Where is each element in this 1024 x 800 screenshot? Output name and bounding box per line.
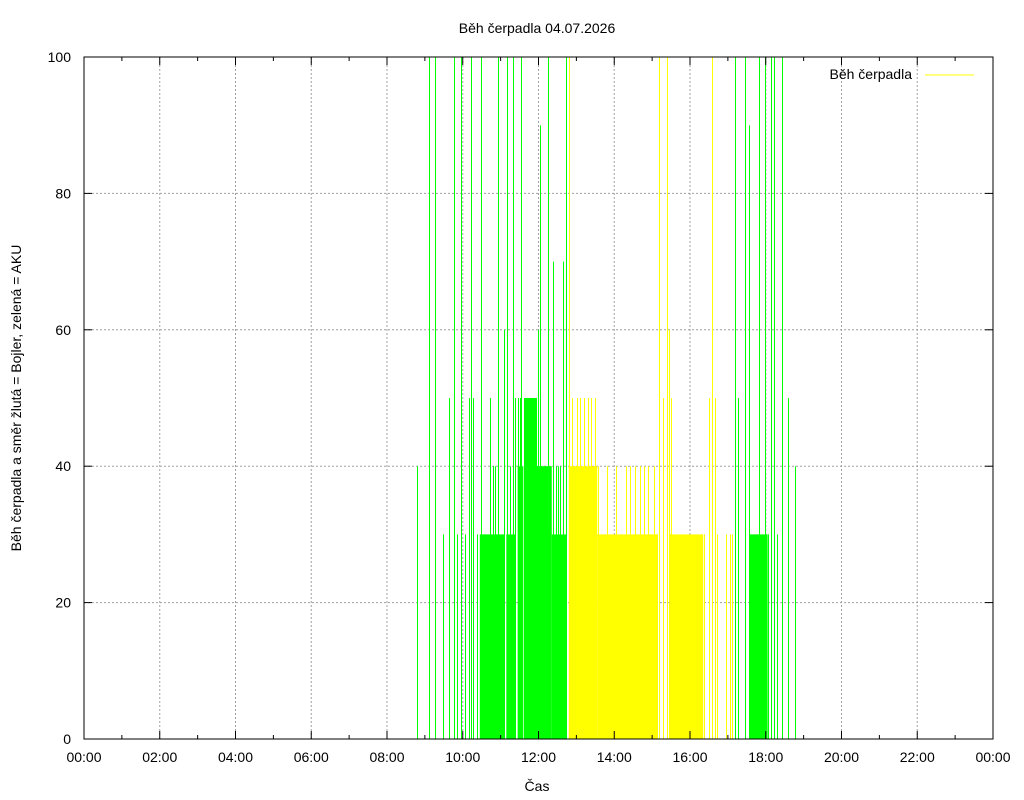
data-span (749, 534, 768, 739)
data-span (479, 534, 505, 739)
legend-label: Běh čerpadla (829, 66, 912, 82)
data-span (551, 534, 567, 739)
x-tick-label: 06:00 (294, 749, 329, 765)
y-tick-label: 20 (55, 595, 71, 611)
legend: Běh čerpadla (829, 66, 974, 82)
y-axis-label: Běh čerpadla a směr žlutá = Bojler, zele… (8, 245, 24, 552)
x-tick-label: 22:00 (900, 749, 935, 765)
x-tick-label: 02:00 (142, 749, 177, 765)
y-tick-label: 60 (55, 322, 71, 338)
data-bars (417, 57, 796, 739)
x-tick-label: 12:00 (521, 749, 556, 765)
y-tick-labels: 0 20 40 60 80 100 (48, 49, 72, 747)
x-tick-label: 20:00 (824, 749, 859, 765)
x-tick-label: 04:00 (218, 749, 253, 765)
data-span (568, 466, 598, 739)
axis-ticks (83, 56, 994, 740)
x-tick-label: 08:00 (369, 749, 404, 765)
x-axis-label: Čas (525, 778, 550, 794)
x-tick-label: 00:00 (66, 749, 101, 765)
x-tick-label: 16:00 (672, 749, 707, 765)
x-tick-label: 10:00 (445, 749, 480, 765)
chart-title: Běh čerpadla 04.07.2026 (459, 20, 616, 36)
y-tick-label: 100 (48, 49, 72, 65)
y-tick-label: 80 (55, 185, 71, 201)
x-tick-labels: 00:00 02:00 04:00 06:00 08:00 10:00 12:00 14:00… (66, 749, 1010, 765)
y-tick-label: 40 (55, 458, 71, 474)
x-tick-label: 18:00 (748, 749, 783, 765)
y-tick-label: 0 (63, 731, 71, 747)
x-tick-label: 14:00 (597, 749, 632, 765)
x-tick-label: 00:00 (975, 749, 1010, 765)
